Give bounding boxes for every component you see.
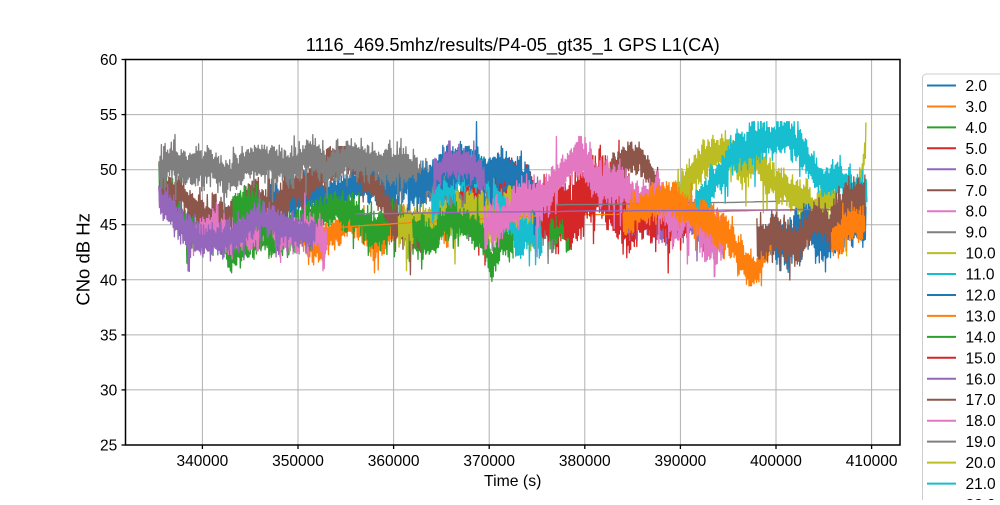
svg-text:370000: 370000 bbox=[463, 453, 515, 470]
svg-text:17.0: 17.0 bbox=[966, 392, 997, 409]
svg-text:35: 35 bbox=[100, 327, 117, 344]
svg-text:55: 55 bbox=[100, 107, 117, 124]
svg-text:16.0: 16.0 bbox=[966, 371, 997, 388]
svg-text:14.0: 14.0 bbox=[966, 329, 997, 346]
svg-text:CNo dB Hz: CNo dB Hz bbox=[72, 213, 93, 306]
svg-text:360000: 360000 bbox=[368, 453, 420, 470]
svg-text:45: 45 bbox=[100, 217, 117, 234]
svg-text:13.0: 13.0 bbox=[966, 308, 997, 325]
svg-text:7.0: 7.0 bbox=[966, 183, 988, 200]
svg-text:40: 40 bbox=[100, 272, 118, 289]
svg-text:410000: 410000 bbox=[846, 453, 898, 470]
svg-text:390000: 390000 bbox=[655, 453, 707, 470]
svg-text:21.0: 21.0 bbox=[966, 476, 997, 493]
svg-text:8.0: 8.0 bbox=[966, 204, 988, 221]
svg-text:340000: 340000 bbox=[177, 453, 229, 470]
svg-text:3.0: 3.0 bbox=[966, 99, 988, 116]
svg-text:400000: 400000 bbox=[750, 453, 802, 470]
svg-text:15.0: 15.0 bbox=[966, 350, 997, 367]
svg-text:2.0: 2.0 bbox=[966, 78, 988, 95]
svg-text:25: 25 bbox=[100, 438, 117, 455]
svg-text:30: 30 bbox=[100, 382, 118, 399]
svg-text:5.0: 5.0 bbox=[966, 141, 988, 158]
svg-text:380000: 380000 bbox=[559, 453, 611, 470]
svg-text:50: 50 bbox=[100, 162, 118, 179]
svg-text:1116_469.5mhz/results/P4-05_gt: 1116_469.5mhz/results/P4-05_gt35_1 GPS L… bbox=[306, 34, 720, 56]
svg-text:4.0: 4.0 bbox=[966, 120, 988, 137]
svg-text:9.0: 9.0 bbox=[966, 225, 988, 242]
svg-text:350000: 350000 bbox=[272, 453, 324, 470]
svg-text:60: 60 bbox=[100, 52, 118, 69]
svg-text:19.0: 19.0 bbox=[966, 434, 997, 451]
svg-text:Time (s): Time (s) bbox=[484, 473, 541, 490]
svg-text:6.0: 6.0 bbox=[966, 162, 988, 179]
svg-text:10.0: 10.0 bbox=[966, 246, 997, 263]
svg-text:20.0: 20.0 bbox=[966, 455, 997, 472]
svg-text:11.0: 11.0 bbox=[966, 267, 995, 284]
svg-text:12.0: 12.0 bbox=[966, 288, 997, 305]
svg-text:18.0: 18.0 bbox=[966, 413, 997, 430]
